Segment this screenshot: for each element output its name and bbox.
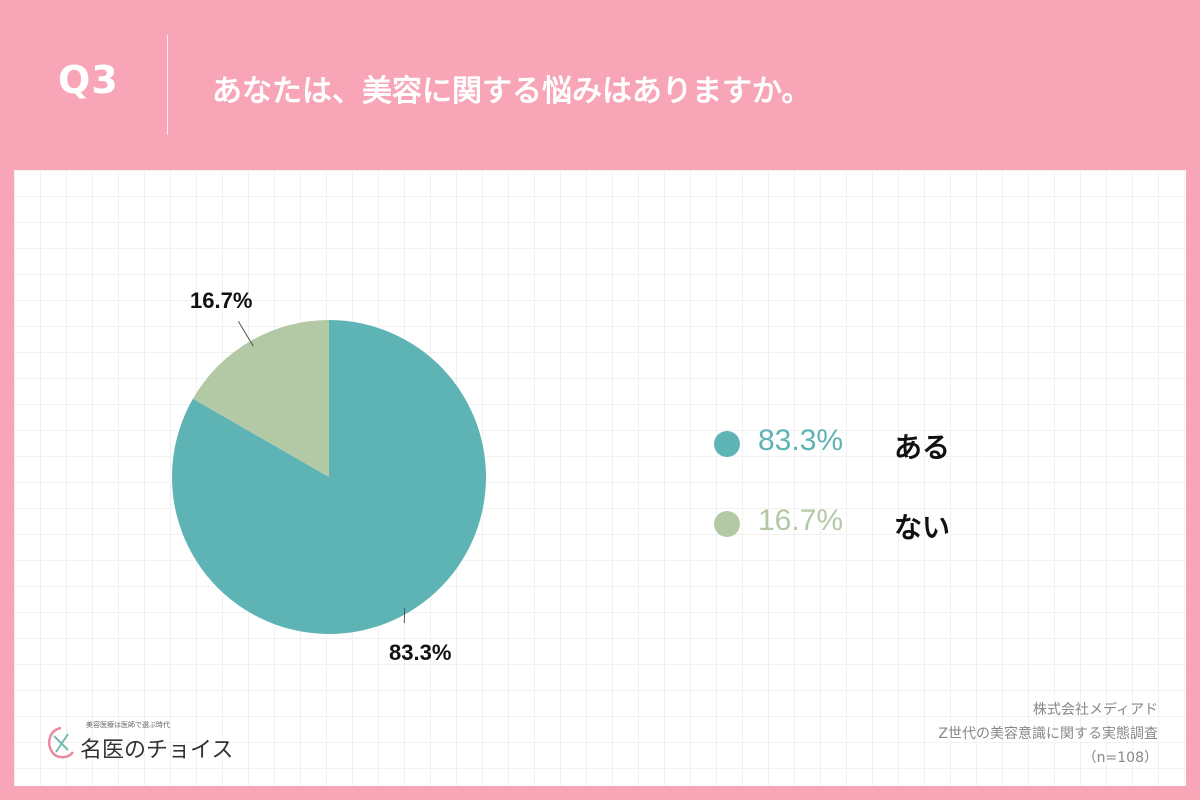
slice-label-no: 16.7% (190, 288, 253, 313)
legend-dot-no (714, 511, 740, 537)
logo-mark-icon (48, 726, 75, 759)
legend: 83.3% ある 16.7% ない (714, 420, 1014, 580)
source-sample: （n=108） (1082, 750, 1158, 766)
legend-label-no: ない (894, 511, 951, 544)
legend-item-yes: 83.3% ある (714, 420, 1014, 500)
header-divider (167, 35, 168, 135)
logo-name: 名医のチョイス (80, 738, 234, 763)
pie-slice-no (192, 320, 329, 477)
brand-logo: 美容医療は医師で選ぶ時代 名医のチョイス (44, 718, 244, 768)
logo-tagline: 美容医療は医師で選ぶ時代 (86, 721, 170, 729)
slice-label-yes: 83.3% (389, 640, 452, 665)
legend-label-yes: ある (894, 431, 951, 464)
chart-panel: 83.3% 16.7% 83.3% ある 16.7% ない 株式会社メディアド … (14, 170, 1186, 786)
source-survey: Z世代の美容意識に関する実態調査 (938, 726, 1158, 742)
pie-chart (171, 320, 486, 634)
legend-item-no: 16.7% ない (714, 500, 1014, 580)
legend-pct-yes: 83.3% (758, 424, 844, 457)
source-note: 株式会社メディアド Z世代の美容意識に関する実態調査 （n=108） (938, 698, 1158, 770)
legend-dot-yes (714, 431, 740, 457)
question-number: Q3 (58, 58, 119, 102)
source-company: 株式会社メディアド (1032, 702, 1158, 718)
legend-pct-no: 16.7% (758, 504, 844, 537)
leader-line (237, 320, 254, 347)
question-text: あなたは、美容に関する悩みはありますか。 (212, 74, 812, 109)
header: Q3 あなたは、美容に関する悩みはありますか。 (0, 0, 1200, 170)
